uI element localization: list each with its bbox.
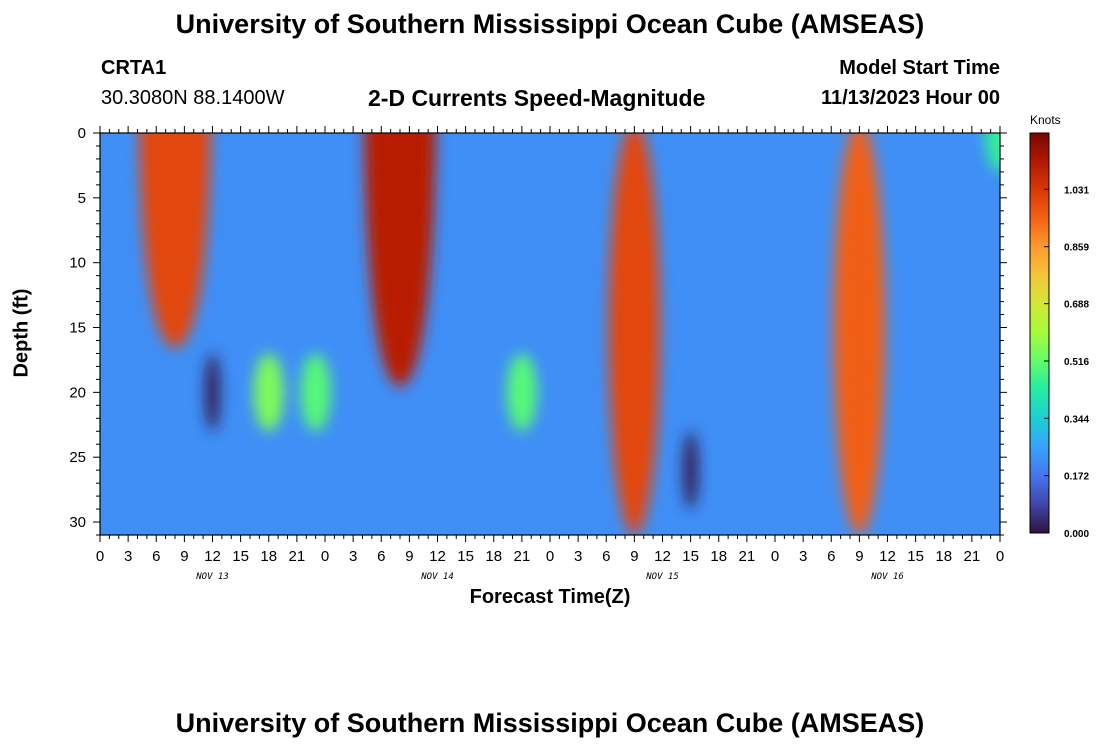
speed-feature [205, 353, 220, 432]
x-tick-label: 15 [907, 548, 924, 565]
x-tick-label: 0 [771, 548, 779, 565]
colorbar-unit-label: Knots [1030, 113, 1061, 127]
x-tick-label: 18 [710, 548, 727, 565]
speed-feature [139, 133, 211, 349]
x-tick-label: 0 [546, 548, 554, 565]
colorbar: 0.000 0.172 0.344 0.516 0.688 0.859 1.031 [1029, 132, 1089, 540]
chart-title: University of Southern Mississippi Ocean… [175, 9, 925, 39]
x-tick-label: 18 [485, 548, 502, 565]
x-tick-label: 21 [964, 548, 981, 565]
x-tick-label: 9 [405, 548, 413, 565]
y-tick-label: 25 [69, 449, 86, 466]
x-tick-label: 12 [654, 548, 671, 565]
x-tick-label: 6 [602, 548, 610, 565]
colorbar-tick-label: 0.516 [1064, 357, 1089, 368]
station-id: CRTA1 [101, 57, 167, 79]
colorbar-gradient [1029, 132, 1050, 534]
day-label: NOV 16 [870, 572, 904, 582]
x-tick-label: 21 [514, 548, 531, 565]
colorbar-tick-label: 1.031 [1064, 185, 1089, 196]
y-tick-label: 0 [78, 125, 86, 142]
x-tick-label: 12 [429, 548, 446, 565]
y-axis: 0 5 10 15 20 25 30 [69, 125, 1007, 536]
colorbar-tick-label: 0.344 [1064, 414, 1089, 425]
colorbar-tick-label: 0.000 [1064, 529, 1089, 540]
speed-feature [364, 133, 436, 388]
x-tick-label: 21 [739, 548, 756, 565]
speed-feature [985, 133, 1000, 172]
y-tick-label: 15 [69, 320, 86, 337]
x-tick-label: 0 [96, 548, 104, 565]
day-label: NOV 14 [420, 572, 454, 582]
x-tick-label: 12 [204, 548, 221, 565]
x-tick-label: 0 [996, 548, 1004, 565]
x-tick-label: 0 [321, 548, 329, 565]
colorbar-tick-label: 0.688 [1064, 300, 1089, 311]
x-tick-label: 9 [180, 548, 188, 565]
heatmap-features [139, 133, 1000, 535]
x-tick-label: 6 [827, 548, 835, 565]
chart-subtitle: 2-D Currents Speed-Magnitude [368, 85, 706, 111]
x-axis: 0 3 6 9 12 15 18 21 0 3 6 9 12 15 18 21 0 3 6 9 12 15 18 21 0 3 6 9… [96, 126, 1004, 565]
x-tick-label: 18 [260, 548, 277, 565]
x-tick-label: 18 [935, 548, 952, 565]
x-tick-label: 3 [349, 548, 357, 565]
speed-feature [300, 353, 331, 432]
day-label: NOV 15 [645, 572, 679, 582]
day-labels: NOV 13 NOV 14 NOV 15 NOV 16 [195, 572, 904, 582]
x-tick-label: 15 [682, 548, 699, 565]
x-tick-label: 21 [289, 548, 306, 565]
y-tick-label: 20 [69, 384, 86, 401]
colorbar-tick-label: 0.172 [1064, 472, 1089, 483]
day-label: NOV 13 [195, 572, 229, 582]
x-tick-label: 3 [799, 548, 807, 565]
speed-feature [683, 431, 699, 510]
speed-feature [833, 133, 886, 535]
model-start-value: 11/13/2023 Hour 00 [820, 87, 1000, 109]
x-tick-label: 15 [232, 548, 249, 565]
x-tick-label: 6 [152, 548, 160, 565]
y-tick-label: 5 [78, 190, 86, 207]
x-tick-label: 3 [574, 548, 582, 565]
footer-title: University of Southern Mississippi Ocean… [175, 708, 925, 738]
model-start-label: Model Start Time [839, 57, 1000, 79]
x-tick-label: 3 [124, 548, 132, 565]
y-tick-label: 30 [69, 514, 86, 531]
colorbar-tick-label: 0.859 [1064, 243, 1089, 254]
x-tick-label: 6 [377, 548, 385, 565]
station-coordinates: 30.3080N 88.1400W [101, 87, 285, 109]
x-tick-label: 15 [457, 548, 474, 565]
y-tick-label: 10 [69, 255, 86, 272]
speed-feature [506, 353, 537, 432]
x-tick-label: 12 [879, 548, 896, 565]
x-axis-label: Forecast Time(Z) [469, 586, 631, 608]
x-tick-label: 9 [855, 548, 863, 565]
heatmap-body [100, 133, 1000, 535]
speed-feature [608, 133, 661, 535]
heatmap-field [100, 133, 1000, 535]
speed-feature [253, 353, 284, 432]
x-tick-label: 9 [630, 548, 638, 565]
